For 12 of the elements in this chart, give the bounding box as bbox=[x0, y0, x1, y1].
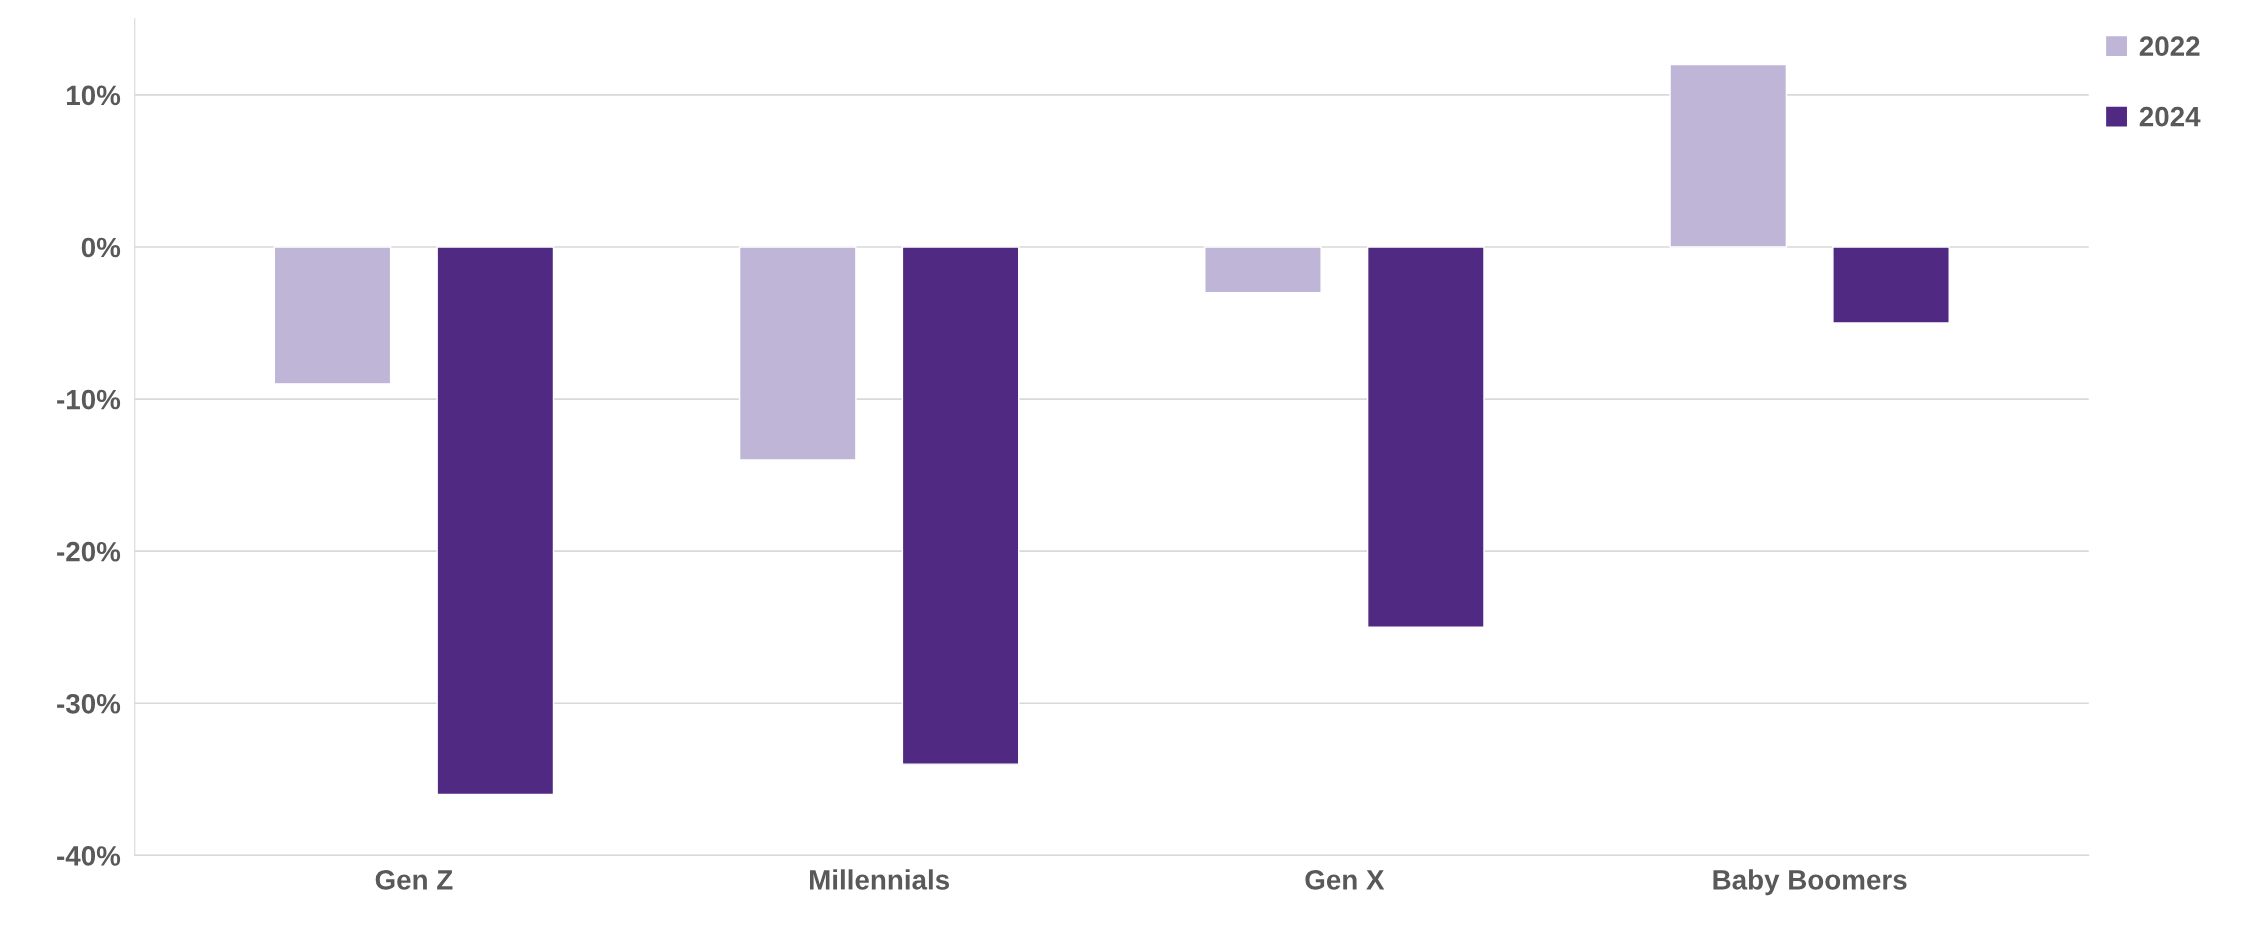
y-tick-label: 0% bbox=[81, 237, 121, 258]
x-tick-label: Gen Z bbox=[375, 870, 453, 890]
y-tick-label: -30% bbox=[57, 693, 121, 714]
x-tick-label: Baby Boomers bbox=[1713, 869, 1907, 896]
y-tick-label: -40% bbox=[57, 846, 121, 866]
legend-label: 2024 bbox=[2139, 106, 2201, 127]
x-tick-label: Gen X bbox=[1305, 870, 1385, 890]
x-tick-label: Millennials bbox=[810, 869, 950, 890]
y-tick-label: 10% bbox=[67, 85, 121, 106]
legend-label: 2022 bbox=[2139, 36, 2200, 57]
y-tick-label: -20% bbox=[57, 541, 121, 562]
y-tick-label: -10% bbox=[57, 389, 121, 410]
